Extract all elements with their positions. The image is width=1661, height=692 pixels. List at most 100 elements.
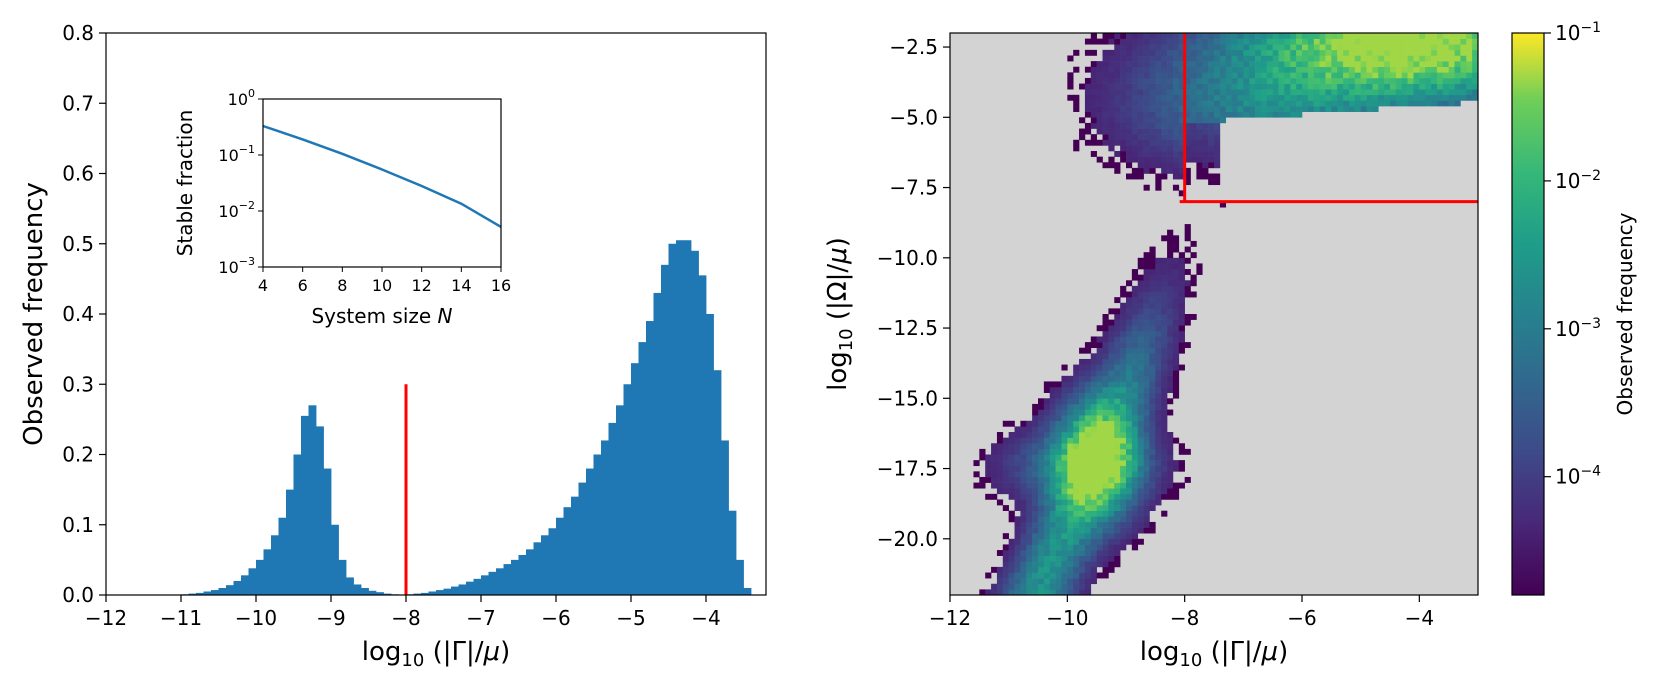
heatmap-cell — [1296, 61, 1303, 68]
heatmap-cell — [1161, 33, 1168, 39]
heatmap-cell — [1190, 72, 1197, 79]
heatmap-cell — [1442, 38, 1449, 45]
heatmap-cell — [996, 471, 1004, 478]
heatmap-cell — [1120, 308, 1127, 315]
heatmap-cell — [1143, 358, 1150, 365]
heatmap-cell — [1384, 66, 1391, 73]
heatmap-cell — [1172, 308, 1180, 315]
heatmap-cell — [1149, 364, 1156, 371]
heatmap-cell — [1131, 269, 1139, 275]
heatmap-cell — [1067, 538, 1074, 545]
heatmap-cell — [1120, 139, 1127, 146]
heatmap-cell — [1032, 448, 1039, 455]
y-tick-label: −12.5 — [877, 316, 938, 340]
heatmap-cell — [1020, 420, 1027, 427]
heatmap-cell — [1061, 566, 1068, 573]
heatmap-cell — [1079, 432, 1086, 438]
heatmap-cell — [1448, 94, 1455, 101]
heatmap-cell — [1090, 482, 1097, 489]
heatmap-cell — [1120, 364, 1127, 371]
heatmap-cell — [1102, 347, 1109, 354]
heatmap-cell — [1184, 291, 1191, 298]
heatmap-cell — [1090, 364, 1097, 371]
heatmap-cell — [1161, 151, 1168, 157]
heatmap-cell — [1032, 521, 1039, 528]
heatmap-cell — [1296, 100, 1303, 107]
heatmap-cell — [1020, 589, 1027, 596]
heatmap-cell — [1143, 280, 1150, 287]
heatmap-cell — [1102, 72, 1109, 79]
heatmap-cell — [1079, 381, 1086, 388]
heatmap-cell — [1038, 403, 1045, 410]
heatmap-cell — [1196, 111, 1203, 118]
heatmap-cell — [1354, 94, 1361, 101]
heatmap-cell — [1067, 493, 1074, 500]
heatmap-cell — [1067, 566, 1074, 573]
heatmap-cell — [1178, 134, 1185, 141]
heatmap-cell — [1137, 370, 1144, 377]
heatmap-cell — [985, 460, 992, 467]
heatmap-cell — [1108, 460, 1115, 467]
heatmap-cell — [1090, 578, 1097, 585]
heatmap-cell — [1108, 72, 1115, 79]
heatmap-cell — [1243, 61, 1250, 68]
heatmap-cell — [991, 465, 998, 472]
heatmap-cell — [1008, 493, 1015, 500]
heatmap-cell — [1084, 533, 1092, 540]
heatmap-cell — [1108, 505, 1115, 511]
heatmap-cell — [1137, 117, 1144, 124]
heatmap-cell — [1049, 527, 1056, 534]
heatmap-cell — [1190, 280, 1197, 287]
heatmap-cell — [1184, 38, 1191, 45]
heatmap-cell — [1178, 280, 1185, 287]
heatmap-cell — [1126, 443, 1133, 450]
heatmap-cell — [1155, 139, 1162, 146]
heatmap-cell — [1155, 77, 1162, 84]
heatmap-cell — [1079, 499, 1086, 506]
heatmap-cell — [1348, 61, 1356, 68]
heatmap-cell — [1049, 533, 1056, 540]
heatmap-cell — [1178, 83, 1185, 90]
heatmap-cell — [1067, 510, 1074, 517]
heatmap-cell — [1067, 381, 1074, 388]
heatmap-cell — [1231, 44, 1238, 51]
heatmap-cell — [1102, 353, 1109, 360]
heatmap-cell — [1272, 55, 1279, 62]
heatmap-cell — [1049, 465, 1056, 472]
heatmap-cell — [1202, 49, 1209, 56]
heatmap-cell — [1208, 106, 1215, 112]
heatmap-cell — [1231, 66, 1238, 73]
heatmap-cell — [1161, 235, 1168, 242]
heatmap-cell — [1401, 49, 1408, 56]
heatmap-cell — [1026, 426, 1033, 433]
heatmap-cell — [1284, 33, 1291, 39]
heatmap-cell — [1126, 151, 1133, 157]
heatmap-cell — [1102, 561, 1109, 568]
heatmap-cell — [1348, 72, 1356, 79]
heatmap-cell — [1231, 100, 1238, 107]
heatmap-cell — [1084, 572, 1092, 579]
heatmap-cell — [1120, 89, 1127, 96]
heatmap-cell — [1079, 533, 1086, 540]
heatmap-cell — [1272, 66, 1279, 73]
heatmap-cell — [1155, 72, 1162, 79]
heatmap-cell — [1196, 66, 1203, 73]
heatmap-cell — [1026, 538, 1033, 545]
heatmap-cell — [1454, 61, 1461, 68]
heatmap-cell — [1026, 521, 1033, 528]
heatmap-cell — [1466, 77, 1473, 84]
heatmap-cell — [1055, 403, 1062, 410]
heatmap-cell — [1155, 493, 1162, 500]
heatmap-cell — [1149, 134, 1156, 141]
heatmap-cell — [1454, 77, 1461, 84]
heatmap-cell — [1073, 370, 1080, 377]
heatmap-cell — [1102, 538, 1109, 545]
heatmap-cell — [1178, 448, 1185, 455]
heatmap-cell — [1108, 308, 1115, 315]
heatmap-cell — [1196, 72, 1203, 79]
heatmap-cell — [1384, 33, 1391, 39]
heatmap-cell — [1143, 257, 1150, 264]
heatmap-cell — [1419, 83, 1426, 90]
histogram-bar — [541, 535, 549, 595]
heatmap-cell — [1049, 488, 1056, 495]
